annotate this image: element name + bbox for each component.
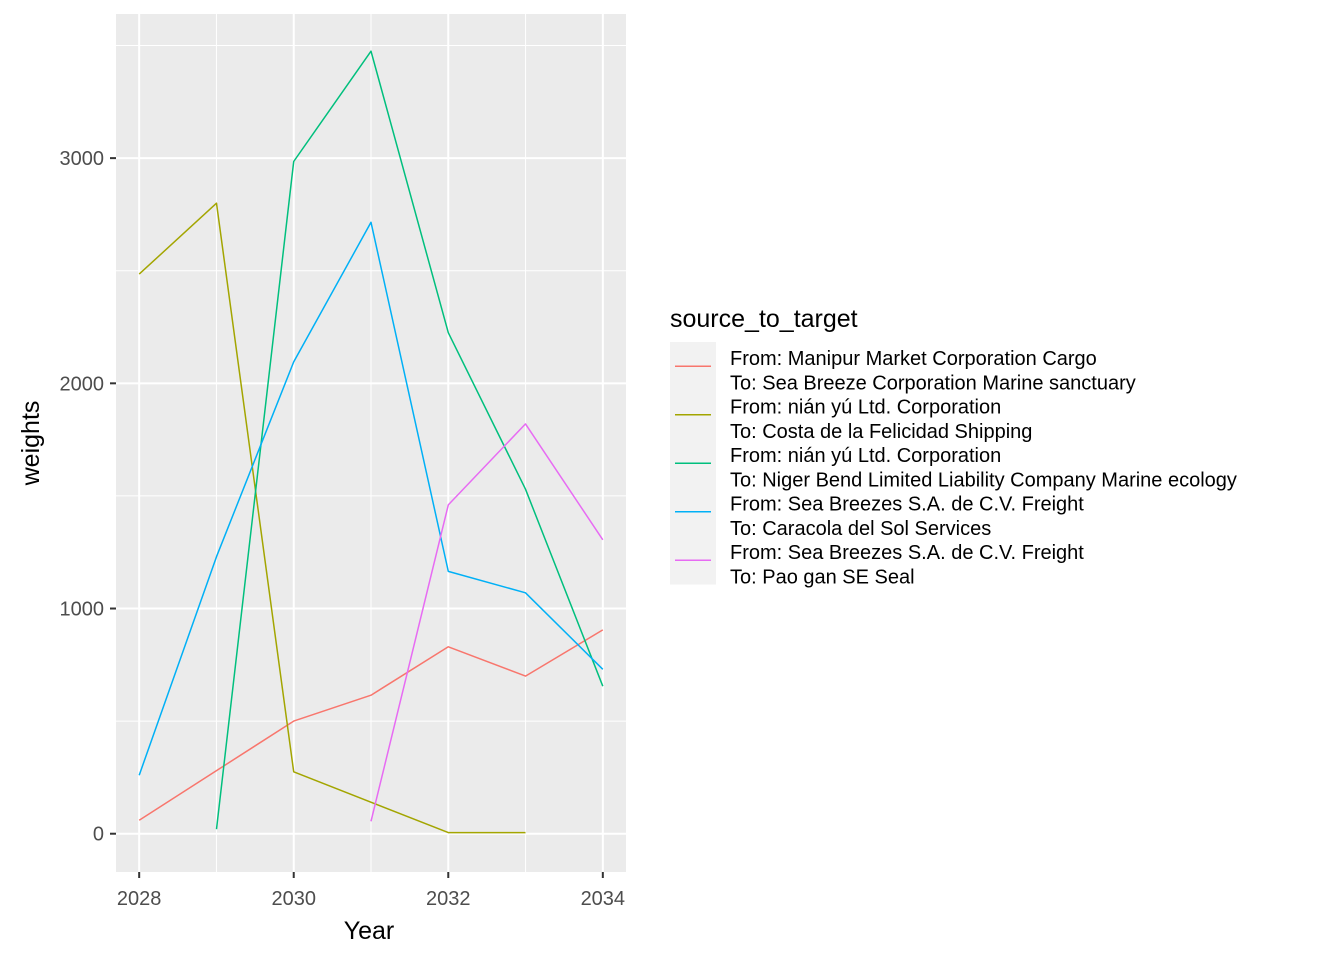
- y-tick-label: 2000: [60, 373, 105, 395]
- legend-label: To: Niger Bend Limited Liability Company…: [730, 470, 1237, 492]
- legend-title: source_to_target: [670, 305, 858, 333]
- legend-label: From: Sea Breezes S.A. de C.V. Freight: [730, 542, 1084, 564]
- legend-label: To: Caracola del Sol Services: [730, 518, 991, 540]
- series-lines: [138, 50, 604, 834]
- minor-gridlines: [116, 14, 626, 872]
- x-tick-label: 2028: [117, 888, 162, 910]
- series-line-2: [138, 202, 526, 834]
- series-line-4: [138, 221, 604, 776]
- x-axis: 2028 2030 2032 2034: [117, 872, 625, 910]
- legend-label: From: Sea Breezes S.A. de C.V. Freight: [730, 494, 1084, 516]
- y-axis-title: weights: [17, 401, 45, 487]
- legend-label: From: nián yú Ltd. Corporation: [730, 397, 1001, 419]
- x-tick-label: 2034: [581, 888, 626, 910]
- legend-label: From: Manipur Market Corporation Cargo: [730, 348, 1097, 370]
- y-tick-label: 3000: [60, 148, 105, 170]
- series-line-1: [138, 629, 604, 821]
- y-axis: 0 1000 2000 3000: [60, 148, 116, 846]
- series-line-3: [215, 50, 604, 830]
- major-gridlines: [116, 14, 626, 872]
- legend-label: To: Costa de la Felicidad Shipping: [730, 421, 1032, 443]
- series-line-5: [370, 423, 604, 822]
- legend-label: From: nián yú Ltd. Corporation: [730, 445, 1001, 467]
- y-tick-label: 0: [93, 824, 104, 846]
- x-axis-title: Year: [344, 917, 395, 945]
- legend-label: To: Pao gan SE Seal: [730, 567, 915, 589]
- x-tick-label: 2030: [271, 888, 316, 910]
- legend-label: To: Sea Breeze Corporation Marine sanctu…: [730, 373, 1136, 395]
- legend: source_to_target From: Manipur Market Co…: [670, 305, 1237, 589]
- y-tick-label: 1000: [60, 599, 105, 621]
- x-tick-label: 2032: [426, 888, 471, 910]
